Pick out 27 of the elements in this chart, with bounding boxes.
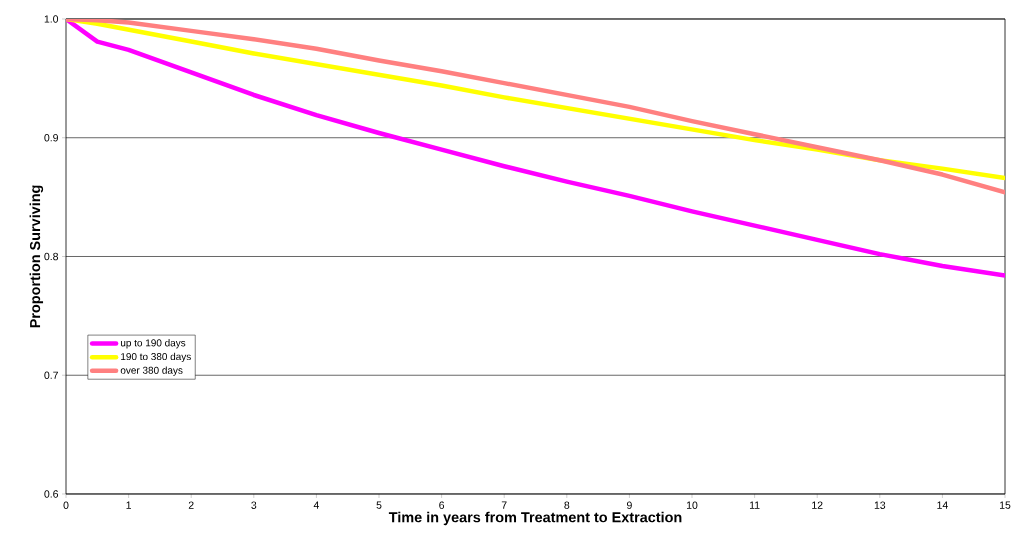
x-tick-label: 6	[439, 501, 445, 509]
y-tick-label: 0.9	[44, 134, 58, 142]
x-tick-label: 14	[937, 501, 948, 509]
x-tick-label: 4	[313, 501, 319, 509]
x-tick-label: 15	[999, 501, 1011, 509]
x-tick-label: 8	[564, 501, 570, 509]
x-tick-label: 13	[874, 501, 886, 509]
x-tick-label: 0	[63, 501, 69, 509]
x-tick-label: 12	[812, 501, 823, 509]
legend-label: over 380 days	[120, 366, 183, 376]
x-tick-label: 10	[686, 501, 698, 509]
x-tick-label: 1	[126, 501, 131, 509]
x-axis-title: Time in years from Treatment to Extraction	[388, 511, 682, 526]
line-series	[66, 18, 1006, 278]
y-axis-title: Proportion Surviving	[29, 185, 44, 328]
x-tick-label: 9	[626, 501, 632, 509]
y-tick-label: 0.8	[44, 252, 59, 261]
x-tick-label: 5	[376, 501, 382, 509]
y-tick-label: 1.0	[44, 15, 59, 23]
y-tick-label: 0.6	[44, 490, 59, 498]
legend-label: 190 to 380 days	[121, 352, 191, 363]
x-tick-label: 11	[749, 501, 760, 509]
x-tick-label: 7	[501, 501, 507, 509]
legend-label: up to 190 days	[120, 339, 186, 349]
x-tick-label: 3	[251, 501, 257, 509]
x-tick-label: 2	[188, 501, 194, 509]
y-tick-label: 0.7	[44, 371, 58, 379]
